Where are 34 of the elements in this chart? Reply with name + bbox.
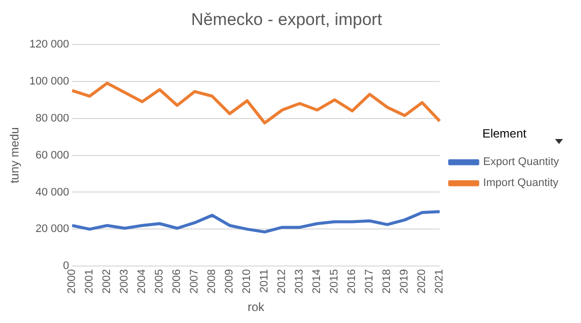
- x-tick-label: 2007: [188, 269, 201, 294]
- x-tick-label: 2013: [294, 269, 306, 294]
- y-tick-label: 80 000: [36, 112, 70, 124]
- x-tick-label: 2000: [66, 269, 78, 294]
- x-tick-label: 2003: [118, 269, 131, 294]
- legend-title: Element: [482, 126, 528, 141]
- x-tick-label: 2010: [241, 269, 254, 294]
- y-axis-title: tuny medu: [8, 127, 22, 184]
- chart-title: Německo - export, import: [191, 10, 382, 29]
- x-tick-label: 2009: [224, 269, 236, 294]
- x-tick-label: 2004: [136, 269, 148, 294]
- legend-label: Import Quantity: [483, 177, 559, 190]
- y-tick-label: 40 000: [36, 186, 70, 198]
- x-tick-label: 2021: [434, 269, 446, 294]
- x-tick-label: 2019: [398, 269, 411, 294]
- x-tick-label: 2015: [328, 269, 341, 294]
- x-tick-label: 2018: [381, 269, 394, 294]
- x-tick-label: 2008: [206, 269, 218, 294]
- y-tick-label: 120 000: [29, 38, 70, 50]
- x-tick-label: 2001: [84, 269, 96, 294]
- y-tick-label: 100 000: [29, 75, 70, 88]
- x-tick-label: 2011: [258, 269, 271, 293]
- x-tick-label: 2017: [364, 269, 376, 294]
- y-tick-label: 60 000: [36, 149, 70, 162]
- x-tick-label: 2020: [416, 269, 428, 294]
- x-axis-title: rok: [248, 300, 266, 314]
- x-tick-label: 2006: [171, 269, 184, 294]
- legend-label: Export Quantity: [483, 156, 560, 168]
- y-tick-label: 20 000: [36, 223, 70, 236]
- x-tick-label: 2016: [346, 269, 358, 294]
- x-tick-label: 2012: [276, 269, 288, 294]
- x-tick-label: 2014: [311, 269, 324, 294]
- x-tick-label: 2005: [154, 269, 166, 294]
- x-tick-label: 2002: [101, 269, 114, 294]
